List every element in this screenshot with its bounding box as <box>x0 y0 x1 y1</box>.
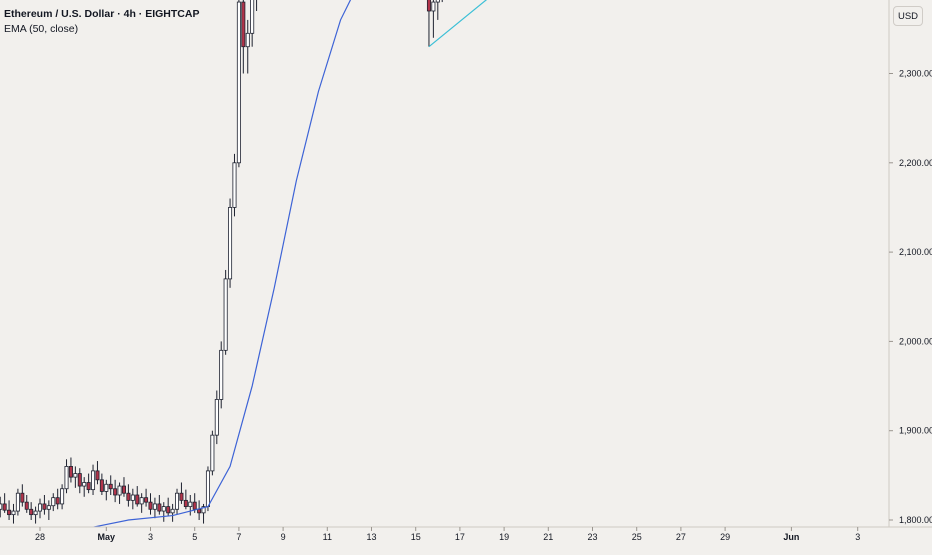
x-tick-label: 13 <box>366 532 376 542</box>
candle-down <box>42 503 47 510</box>
candle-down <box>126 492 131 501</box>
candle-down <box>24 501 29 510</box>
support-trendline <box>428 0 488 48</box>
price-axis <box>889 0 932 550</box>
candle-up <box>139 497 144 505</box>
candle-up <box>51 497 56 507</box>
y-tick-label: 1,900.00 <box>899 426 932 436</box>
candle-down <box>121 485 126 494</box>
x-tick-label: 27 <box>676 532 686 542</box>
x-tick-label: 19 <box>499 532 509 542</box>
candle-down <box>157 503 162 512</box>
candle-down <box>426 0 431 12</box>
candle-down <box>179 492 184 501</box>
candle-up <box>219 349 224 400</box>
candle-up <box>38 503 43 512</box>
candle-down <box>7 509 12 516</box>
x-tick-label: 3 <box>148 532 153 542</box>
candle-up <box>130 494 135 501</box>
chart-title: Ethereum / U.S. Dollar · 4h · EIGHTCAP <box>4 8 200 20</box>
x-tick-label: 23 <box>587 532 597 542</box>
x-tick-label: 7 <box>236 532 241 542</box>
candle-up <box>117 485 122 496</box>
y-tick-label: 2,000.00 <box>899 336 932 346</box>
x-tick-label: Jun <box>783 532 799 542</box>
candle-down <box>29 508 34 516</box>
candle-up <box>214 399 219 436</box>
candle-up <box>228 207 233 280</box>
candle-up <box>91 470 96 491</box>
candle-down <box>55 497 60 505</box>
x-tick-label: 11 <box>323 532 332 542</box>
candle-up <box>245 32 250 48</box>
candle-down <box>148 501 153 510</box>
candle-up <box>33 510 38 516</box>
candle-down <box>20 492 25 503</box>
candle-down <box>77 473 82 487</box>
candle-up <box>205 470 210 508</box>
candle-up <box>232 162 237 208</box>
candle-up <box>0 503 3 510</box>
candle-up <box>175 492 180 510</box>
candle-down <box>113 488 118 496</box>
candle-down <box>95 470 100 481</box>
chart-legend: Ethereum / U.S. Dollar · 4h · EIGHTCAP E… <box>4 7 199 37</box>
candle-down <box>192 501 197 510</box>
candle-up <box>82 482 87 487</box>
candle-up <box>46 505 51 510</box>
time-axis <box>0 527 932 550</box>
candle-down <box>108 483 113 490</box>
candle-down <box>166 506 171 514</box>
candle-down <box>197 508 202 514</box>
candle-down <box>2 503 7 511</box>
candle-down <box>135 494 140 505</box>
candle-up <box>15 492 20 512</box>
candle-up <box>104 483 109 492</box>
candle-down <box>183 499 188 508</box>
candle-down <box>86 482 91 491</box>
candle-up <box>152 503 157 510</box>
candle-up <box>201 506 206 514</box>
ema-line <box>0 0 352 539</box>
candle-up <box>223 278 228 351</box>
candle-up <box>188 501 193 508</box>
candle-up <box>435 0 440 3</box>
candle-up <box>210 434 215 472</box>
candle-up <box>170 508 175 514</box>
x-tick-label: 9 <box>281 532 286 542</box>
candle-up <box>250 0 255 34</box>
candle-up <box>236 1 241 164</box>
x-tick-label: 21 <box>543 532 553 542</box>
candle-down <box>241 1 246 48</box>
y-tick-label: 2,200.00 <box>899 158 932 168</box>
candle-up <box>431 1 436 12</box>
x-tick-label: 29 <box>720 532 730 542</box>
x-tick-label: 15 <box>411 532 421 542</box>
y-tick-label: 1,800.00 <box>899 515 932 525</box>
x-tick-label: 3 <box>855 532 860 542</box>
candle-up <box>73 473 78 478</box>
candle-up <box>161 506 166 512</box>
y-tick-label: 2,100.00 <box>899 247 932 257</box>
x-tick-label: 5 <box>192 532 197 542</box>
x-tick-label: 28 <box>35 532 45 542</box>
indicator-label: EMA (50, close) <box>4 23 79 35</box>
x-tick-label: 25 <box>632 532 642 542</box>
candle-down <box>99 479 104 492</box>
candle-down <box>144 497 149 503</box>
candle-down <box>68 466 73 478</box>
candle-up <box>11 510 16 516</box>
y-tick-label: 2,300.00 <box>899 69 932 79</box>
candle-up <box>60 488 65 505</box>
x-tick-label: May <box>98 532 116 542</box>
currency-button[interactable]: USD <box>893 6 923 26</box>
candle-up <box>64 466 69 490</box>
x-tick-label: 17 <box>455 532 465 542</box>
